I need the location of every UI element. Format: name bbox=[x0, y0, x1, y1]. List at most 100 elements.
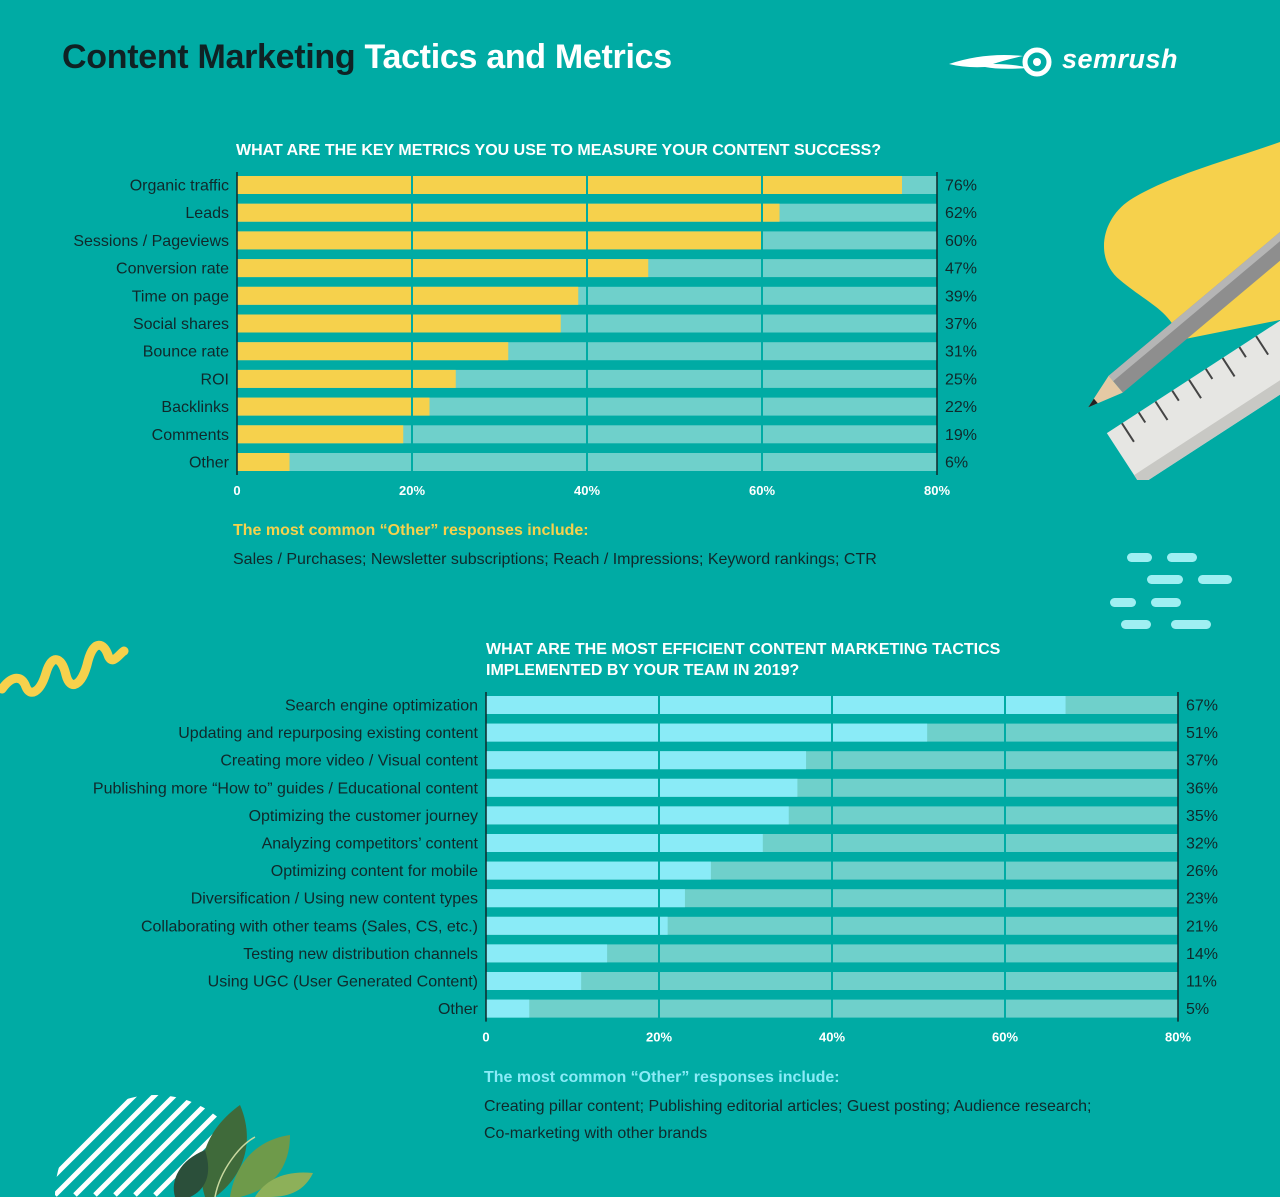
page-title-dark: Content Marketing bbox=[62, 38, 356, 76]
tactics-tick-label: 0 bbox=[482, 1030, 489, 1045]
metrics-value-label: 76% bbox=[945, 178, 977, 195]
tactics-value-label: 37% bbox=[1186, 753, 1218, 770]
tactics-category-label: Other bbox=[438, 1001, 479, 1018]
tactics-chart-title-line-2: IMPLEMENTED BY YOUR TEAM IN 2019? bbox=[486, 662, 800, 679]
tactics-value-label: 36% bbox=[1186, 780, 1218, 797]
tactics-bar bbox=[486, 861, 711, 880]
tactics-value-label: 32% bbox=[1186, 836, 1218, 853]
tactics-bar bbox=[486, 696, 1066, 714]
metrics-category-label: Social shares bbox=[133, 316, 229, 333]
tactics-value-label: 5% bbox=[1186, 1001, 1209, 1018]
metrics-category-label: Organic traffic bbox=[130, 178, 229, 195]
metrics-value-label: 25% bbox=[945, 371, 977, 388]
tactics-bar bbox=[486, 778, 798, 797]
tactics-bar bbox=[486, 944, 608, 963]
tactics-category-label: Updating and repurposing existing conten… bbox=[178, 725, 478, 742]
metrics-category-label: Comments bbox=[152, 427, 229, 444]
metrics-tick-label: 20% bbox=[399, 483, 425, 498]
stripes-leaves-decoration-icon bbox=[55, 1095, 313, 1197]
metrics-value-label: 6% bbox=[945, 455, 968, 472]
tactics-bar bbox=[486, 916, 668, 935]
dashes-decoration-icon bbox=[1110, 553, 1232, 629]
tactics-category-label: Search engine optimization bbox=[285, 698, 478, 715]
metrics-bar bbox=[237, 425, 404, 444]
metrics-bar bbox=[237, 259, 649, 278]
tactics-category-label: Using UGC (User Generated Content) bbox=[208, 974, 478, 991]
metrics-tick-label: 80% bbox=[924, 483, 950, 498]
tactics-category-label: Optimizing the customer journey bbox=[249, 808, 478, 825]
metrics-category-label: Bounce rate bbox=[143, 344, 229, 361]
tactics-value-label: 26% bbox=[1186, 863, 1218, 880]
page-title: Content Marketing Tactics and Metrics bbox=[62, 38, 672, 77]
metrics-bar bbox=[237, 176, 902, 194]
metrics-value-label: 37% bbox=[945, 316, 977, 333]
tactics-other-note-line-1: Creating pillar content; Publishing edit… bbox=[484, 1098, 1092, 1115]
metrics-other-note-text: Sales / Purchases; Newsletter subscripti… bbox=[233, 551, 877, 568]
pencil-ruler-illustration-icon bbox=[1088, 142, 1280, 480]
metrics-value-label: 39% bbox=[945, 288, 977, 305]
metrics-bar bbox=[237, 453, 290, 471]
tactics-chart-title-line-1: WHAT ARE THE MOST EFFICIENT CONTENT MARK… bbox=[486, 641, 1001, 658]
tactics-category-label: Publishing more “How to” guides / Educat… bbox=[93, 780, 479, 797]
page-title-light: Tactics and Metrics bbox=[364, 38, 673, 76]
metrics-category-label: Time on page bbox=[132, 288, 229, 305]
metrics-bar bbox=[237, 286, 579, 305]
tactics-bar-chart: Search engine optimization 67% Updating an… bbox=[93, 692, 1218, 1045]
metrics-value-label: 22% bbox=[945, 399, 977, 416]
tactics-category-label: Testing new distribution channels bbox=[243, 946, 478, 963]
tactics-chart-title: WHAT ARE THE MOST EFFICIENT CONTENT MARK… bbox=[486, 639, 1000, 681]
metrics-tick-label: 0 bbox=[233, 483, 240, 498]
brand-name: semrush bbox=[1062, 44, 1179, 74]
metrics-other-note-label: The most common “Other” responses includ… bbox=[233, 522, 589, 539]
tactics-category-label: Collaborating with other teams (Sales, C… bbox=[141, 918, 478, 935]
metrics-value-label: 47% bbox=[945, 261, 977, 278]
tactics-tick-label: 60% bbox=[992, 1030, 1018, 1045]
tactics-value-label: 21% bbox=[1186, 918, 1218, 935]
metrics-category-label: Sessions / Pageviews bbox=[73, 233, 229, 250]
tactics-category-label: Analyzing competitors’ content bbox=[262, 836, 479, 853]
metrics-category-label: Conversion rate bbox=[116, 261, 229, 278]
tactics-value-label: 35% bbox=[1186, 808, 1218, 825]
tactics-category-label: Creating more video / Visual content bbox=[220, 753, 478, 770]
tactics-other-note-label: The most common “Other” responses includ… bbox=[484, 1069, 840, 1086]
tactics-bar bbox=[486, 723, 928, 742]
metrics-value-label: 60% bbox=[945, 233, 977, 250]
tactics-value-label: 14% bbox=[1186, 946, 1218, 963]
tactics-value-label: 23% bbox=[1186, 891, 1218, 908]
metrics-category-label: ROI bbox=[201, 371, 229, 388]
metrics-bar bbox=[237, 314, 561, 333]
metrics-category-label: Other bbox=[189, 455, 230, 472]
metrics-tick-label: 60% bbox=[749, 483, 775, 498]
tactics-other-note-text: Creating pillar content; Publishing edit… bbox=[484, 1093, 1091, 1147]
metrics-chart-title: WHAT ARE THE KEY METRICS YOU USE TO MEAS… bbox=[236, 142, 882, 159]
tactics-tick-label: 20% bbox=[646, 1030, 672, 1045]
metrics-bar bbox=[237, 203, 780, 222]
metrics-bar bbox=[237, 231, 762, 250]
tactics-bar bbox=[486, 751, 807, 770]
tactics-category-label: Diversification / Using new content type… bbox=[191, 891, 478, 908]
tactics-bar bbox=[486, 999, 530, 1018]
metrics-value-label: 31% bbox=[945, 344, 977, 361]
tactics-other-note-line-2: Co-marketing with other brands bbox=[484, 1125, 708, 1142]
metrics-bar bbox=[237, 342, 509, 361]
tactics-bar bbox=[486, 972, 582, 990]
tactics-value-label: 67% bbox=[1186, 698, 1218, 715]
tactics-value-label: 11% bbox=[1186, 974, 1217, 991]
metrics-value-label: 62% bbox=[945, 205, 977, 222]
tactics-bar bbox=[486, 834, 763, 852]
metrics-value-label: 19% bbox=[945, 427, 977, 444]
tactics-bar bbox=[486, 806, 789, 825]
tactics-value-label: 51% bbox=[1186, 725, 1218, 742]
squiggle-decoration-icon bbox=[0, 640, 129, 697]
metrics-bar-chart: Organic traffic 76% Leads 62% Sessions / Pag… bbox=[73, 172, 977, 498]
tactics-tick-label: 40% bbox=[819, 1030, 845, 1045]
metrics-category-label: Backlinks bbox=[161, 399, 229, 416]
semrush-logo-icon bbox=[949, 47, 1052, 77]
tactics-bar bbox=[486, 889, 685, 908]
metrics-category-label: Leads bbox=[185, 205, 229, 222]
metrics-bar bbox=[237, 397, 430, 416]
metrics-tick-label: 40% bbox=[574, 483, 600, 498]
tactics-category-label: Optimizing content for mobile bbox=[271, 863, 478, 880]
metrics-bar bbox=[237, 369, 456, 388]
tactics-tick-label: 80% bbox=[1165, 1030, 1191, 1045]
